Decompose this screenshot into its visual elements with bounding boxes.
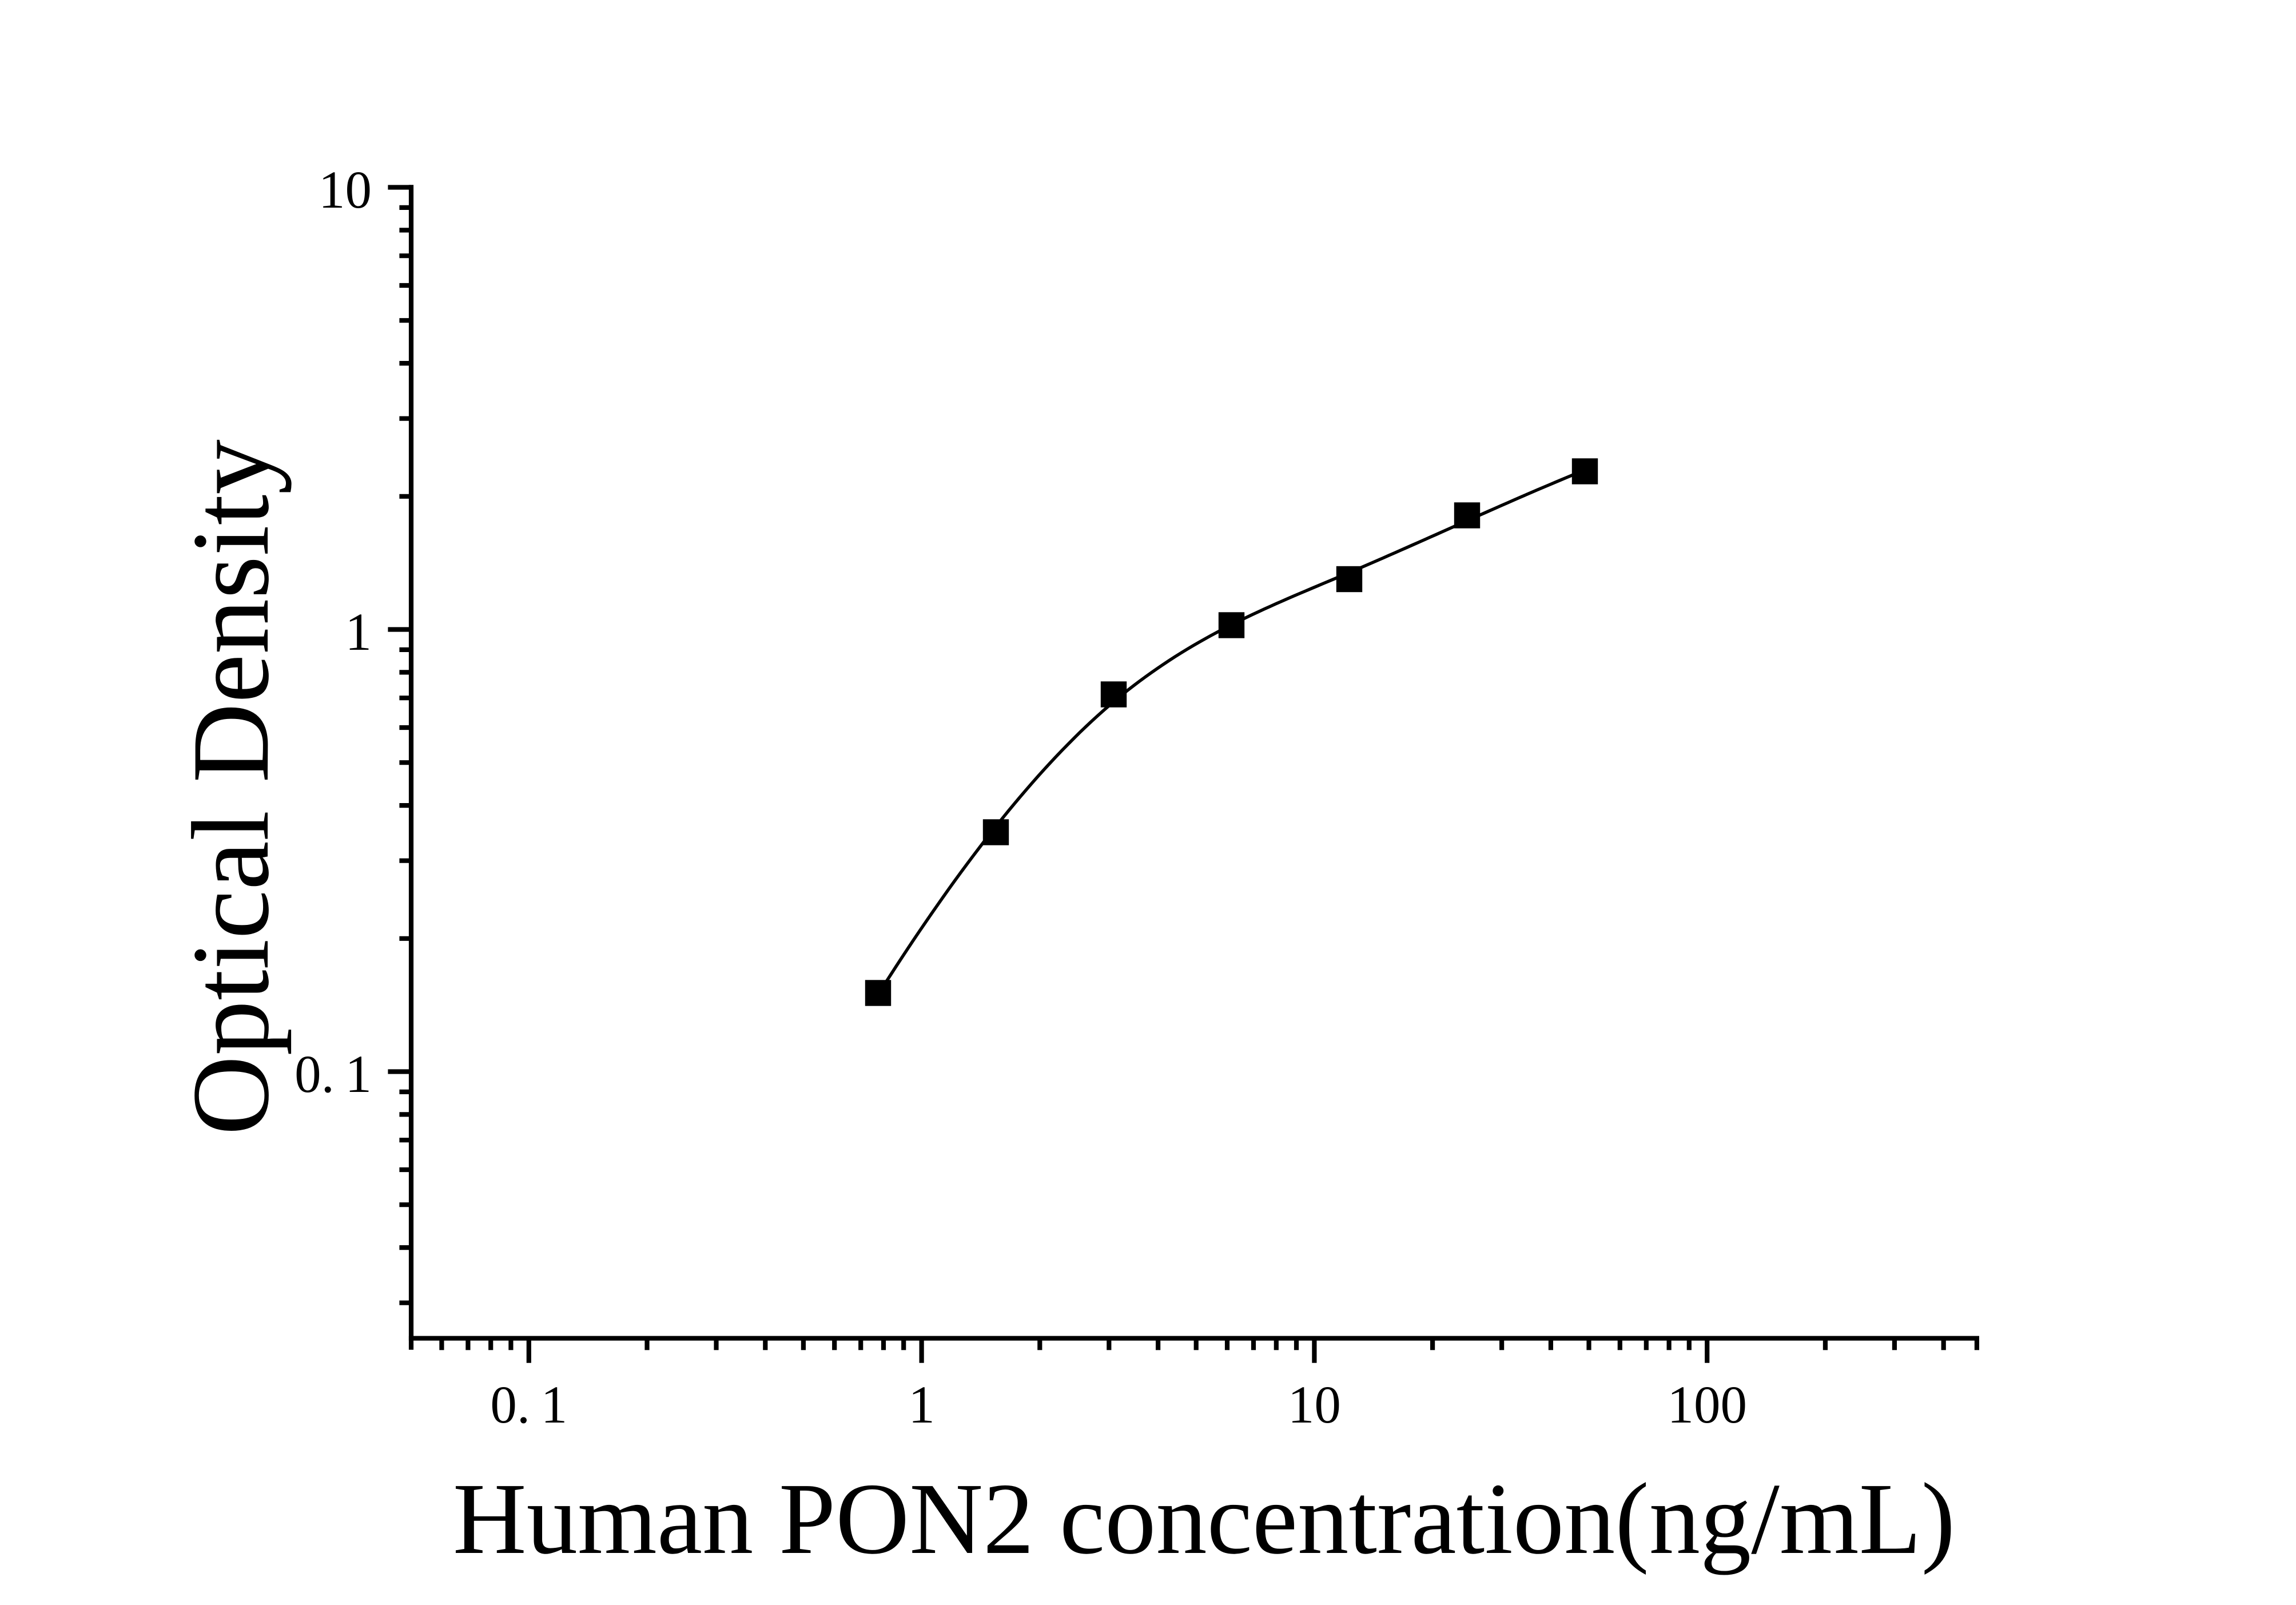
svg-text:100: 100 xyxy=(1667,1376,1747,1435)
svg-text:1: 1 xyxy=(345,603,372,662)
svg-text:1: 1 xyxy=(908,1376,935,1435)
svg-text:Human PON2 concentration(ng/mL: Human PON2 concentration(ng/mL) xyxy=(453,1462,1955,1575)
svg-text:10: 10 xyxy=(1288,1376,1341,1435)
svg-text:Optical Density: Optical Density xyxy=(169,439,292,1135)
svg-text:0. 1: 0. 1 xyxy=(490,1376,567,1435)
svg-text:10: 10 xyxy=(319,161,372,220)
svg-text:0. 1: 0. 1 xyxy=(295,1045,372,1104)
